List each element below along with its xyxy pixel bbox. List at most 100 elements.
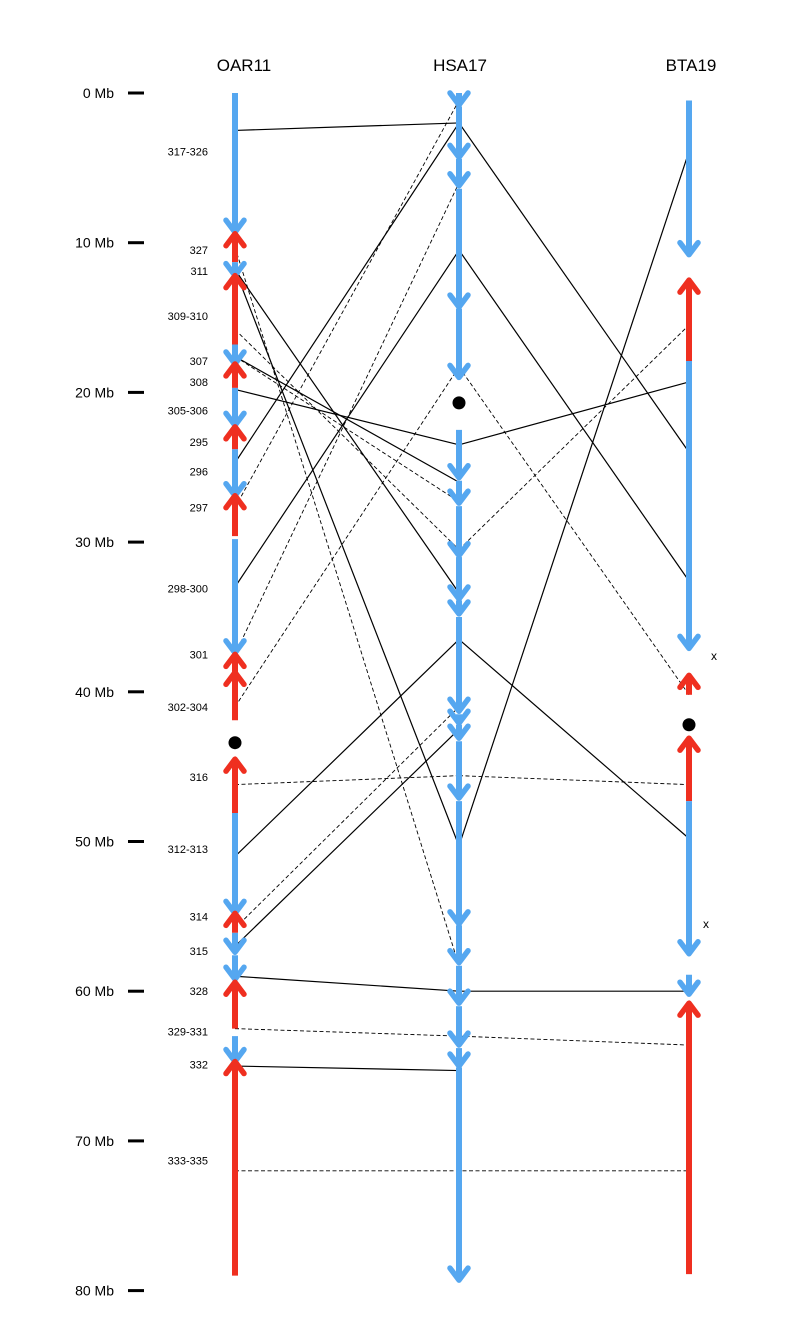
scale-label: 60 Mb [75,983,114,999]
breakpoint-mark: x [703,917,709,931]
segment-oar-1 [223,230,247,263]
segment-oar-3 [223,272,247,345]
scale-tick [128,540,144,544]
marker-label: 305-306 [168,405,208,417]
segment-oar-12 [223,669,247,721]
breakpoint-mark: x [711,649,717,663]
scale-tick [128,989,144,993]
segment-bta-5 [677,801,701,957]
chromosome-headers: OAR11 HSA17 BTA19 [217,56,717,75]
synteny-link-dashed-27 [234,706,460,929]
synteny-link-solid-14 [234,975,460,992]
marker-label: 328 [190,986,208,998]
scale-tick [128,241,144,245]
synteny-link-solid-11 [234,638,460,857]
centromere-bta [682,718,696,732]
segment-oar-13 [223,756,247,814]
marker-label: 327 [190,245,208,257]
centromere-oar [228,736,242,750]
scale-label: 20 Mb [75,384,114,400]
segment-hsa-12 [447,723,471,741]
synteny-link-solid-4 [234,269,460,594]
segment-hsa-16 [447,965,471,1006]
marker-label: 311 [190,266,208,278]
header-hsa17: HSA17 [433,56,487,75]
marker-label: 329-331 [168,1027,208,1039]
segment-oar-16 [223,932,247,956]
synteny-link-solid-3 [458,151,690,847]
marker-label: 307 [190,356,208,368]
segment-oar-9 [223,492,247,537]
segment-oar-11 [223,651,247,673]
segment-hsa-7 [447,506,471,559]
segment-hsa-13 [447,741,471,801]
scale-label: 40 Mb [75,684,114,700]
marker-label: 297 [190,503,208,515]
synteny-link-dashed-20 [234,100,460,508]
segment-hsa-5 [447,429,471,481]
marker-labels: 317-326 327 311 309-310 307 308 305-306 295 296 2… [168,146,208,1167]
marker-label: 309-310 [168,311,208,323]
synteny-link-solid-8 [458,381,690,446]
synteny-link-dashed-18 [234,329,460,550]
scale-label: 80 Mb [75,1283,114,1299]
segment-oar-8 [223,449,247,499]
segment-bta-6 [677,974,701,997]
scale-label: 70 Mb [75,1133,114,1149]
scale-tick [128,1139,144,1143]
segment-oar-19 [223,1036,247,1065]
marker-label: 302-304 [168,702,208,714]
marker-label: 316 [190,772,208,784]
megabase-scale: 0 Mb 10 Mb 20 Mb 30 Mb 40 Mb 50 Mb 60 Mb 70 Mb 8… [75,85,144,1299]
segment-bta-3 [677,672,701,695]
segment-hsa-11 [447,708,471,726]
segment-hsa-19 [447,1067,471,1283]
synteny-link-dashed-24 [458,324,690,550]
synteny-link-solid-16 [234,1065,460,1072]
marker-label: 296 [190,467,208,479]
segment-oar-0 [223,93,247,235]
synteny-link-solid-13 [234,728,460,947]
chromosome-segments [223,90,701,1283]
segment-hsa-1 [447,106,471,161]
marker-label: 317-326 [168,146,208,158]
header-oar11: OAR11 [217,56,272,75]
marker-label: 295 [190,437,208,449]
segment-hsa-15 [447,925,471,966]
synteny-link-solid-9 [234,122,460,464]
synteny-link-dashed-21 [234,182,460,655]
breakpoint-marks: xx [703,649,717,931]
segment-oar-6 [223,387,247,429]
scale-label: 0 Mb [83,85,114,101]
segment-hsa-6 [447,480,471,506]
marker-label: 332 [190,1060,208,1072]
segment-bta-2 [677,360,701,652]
synteny-link-solid-1 [458,122,690,453]
synteny-link-solid-0 [234,122,460,132]
synteny-link-dashed-23 [458,366,690,696]
scale-label: 30 Mb [75,534,114,550]
segment-oar-18 [223,979,247,1029]
segment-oar-7 [223,424,247,450]
marker-label: 333-335 [168,1155,208,1167]
header-bta19: BTA19 [666,56,717,75]
centromere-hsa [452,396,466,410]
segment-oar-15 [223,910,247,933]
scale-tick [128,840,144,843]
scale-label: 50 Mb [75,834,114,850]
synteny-link-dashed-28 [234,1028,460,1037]
synteny-link-dashed-25 [234,775,460,786]
segment-hsa-14 [447,801,471,927]
synteny-link-dashed-19 [234,356,460,503]
segment-bta-4 [677,735,701,802]
scale-tick [128,91,144,95]
marker-label: 314 [190,911,208,923]
segment-hsa-17 [447,1006,471,1048]
synteny-links [234,100,690,1172]
marker-label: 308 [190,377,208,389]
segment-hsa-8 [447,557,471,602]
scale-tick [128,1289,144,1293]
marker-label: 298-300 [168,584,208,596]
segment-bta-0 [677,100,701,258]
